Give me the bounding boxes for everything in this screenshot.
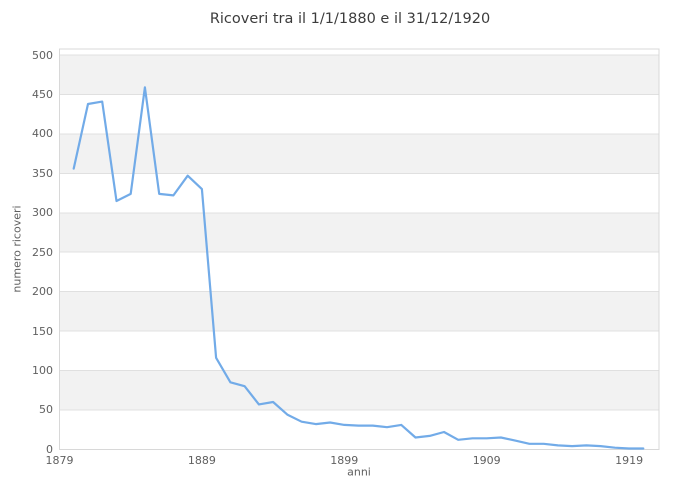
x-tick-label: 1909 <box>472 454 501 467</box>
x-tick-label: 1889 <box>187 454 216 467</box>
grid-band <box>59 212 659 253</box>
x-tick-label: 1919 <box>615 454 644 467</box>
grid-band <box>59 133 659 174</box>
y-tick-label: 150 <box>32 324 53 338</box>
y-tick-label: 450 <box>32 88 53 102</box>
x-tick-label: 1899 <box>330 454 359 467</box>
y-tick-label: 100 <box>32 363 53 377</box>
grid-band <box>59 55 659 95</box>
grid-band <box>59 370 659 410</box>
chart-title: Ricoveri tra il 1/1/1880 e il 31/12/1920 <box>209 11 491 27</box>
grid-band <box>59 291 659 332</box>
y-tick-label: 350 <box>32 166 53 180</box>
x-tick-label: 1879 <box>45 454 74 467</box>
y-tick-label: 300 <box>32 206 53 220</box>
y-tick-label: 400 <box>32 127 53 141</box>
y-tick-label: 200 <box>32 285 53 299</box>
x-axis-title: anni <box>347 465 371 479</box>
data-line <box>72 86 645 450</box>
y-tick-label: 0 <box>46 442 53 456</box>
y-tick-label: 50 <box>39 403 53 417</box>
y-tick-label: 250 <box>32 245 53 259</box>
plot-border <box>59 48 660 450</box>
y-tick-label: 500 <box>32 48 53 62</box>
